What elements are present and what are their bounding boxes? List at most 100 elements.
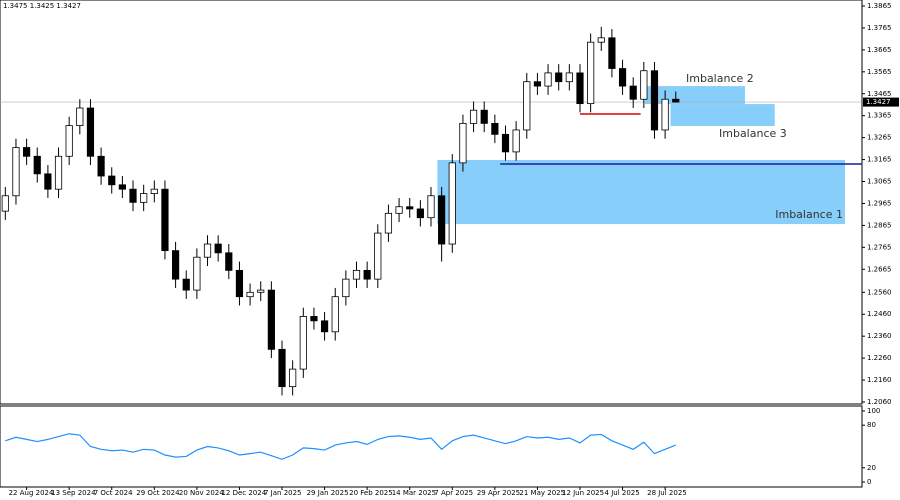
candle-body (161, 188, 169, 252)
candle-body (86, 107, 95, 157)
candle-body (576, 72, 584, 105)
candle-body (1, 195, 9, 212)
candle-body (65, 125, 73, 157)
candle-body (672, 98, 680, 103)
candle-body (544, 72, 552, 87)
candle-body (342, 278, 350, 298)
candle-body (214, 243, 222, 254)
candle-body (289, 368, 297, 388)
imbalance-zone (670, 104, 775, 127)
x-tick-label: 28 Jul 2025 (647, 489, 687, 497)
zone-label: Imbalance 1 (775, 208, 843, 221)
candle-body (384, 212, 393, 234)
candle-body (448, 162, 456, 245)
candle-body (629, 85, 637, 100)
candle-body (523, 81, 531, 131)
candle-body (76, 107, 84, 126)
candle-body (331, 296, 339, 333)
oscillator-line (5, 433, 676, 460)
x-tick-label: 29 Jan 2025 (307, 489, 349, 497)
candle-body (406, 206, 414, 210)
candle-body (54, 155, 63, 190)
header: 1.3475 1.3425 1.3427 (3, 2, 81, 10)
x-tick-label: 13 Sep 2024 (51, 489, 96, 497)
y-tick-label: 80 (867, 421, 876, 429)
current-price-box (863, 97, 899, 107)
candle-body (459, 122, 467, 164)
candle-body (650, 70, 659, 131)
x-tick-label: 12 Dec 2024 (221, 489, 266, 497)
candle-body (257, 289, 265, 293)
candle-body (533, 81, 542, 87)
y-tick-label: 1.2665 (867, 265, 892, 273)
candle-body (438, 195, 446, 245)
candle-body (618, 68, 627, 87)
candle-body (235, 269, 244, 298)
candle-body (608, 37, 616, 69)
y-tick-label: 1.3365 (867, 112, 892, 120)
y-tick-label: 1.2865 (867, 221, 892, 229)
candle-body (597, 37, 605, 43)
y-tick-label: 1.2060 (867, 398, 892, 406)
candle-body (427, 195, 435, 219)
candle-body (374, 232, 382, 280)
candle-body (278, 348, 286, 388)
candle-body (182, 278, 190, 291)
candle-body (555, 72, 563, 83)
candle-body (171, 250, 180, 280)
x-tick-label: 12 Jun 2025 (562, 489, 604, 497)
y-tick-label: 1.3065 (867, 178, 892, 186)
x-tick-label: 7 Jan 2025 (264, 489, 302, 497)
candle-body (33, 155, 41, 175)
candle-body (395, 206, 403, 214)
candle-body (267, 289, 275, 350)
candle-body (310, 316, 318, 322)
y-tick-label: 1.3665 (867, 46, 892, 54)
candle-body (512, 129, 520, 153)
candle-body (640, 70, 648, 100)
candle-body (501, 133, 510, 153)
y-tick-label: 1.2260 (867, 354, 892, 362)
y-tick-label: 1.3165 (867, 156, 892, 164)
x-tick-label: 4 Jul 2025 (605, 489, 640, 497)
y-tick-label: 100 (867, 407, 880, 415)
candle-body (491, 122, 499, 135)
y-tick-label: 1.2460 (867, 310, 892, 318)
y-tick-label: 1.2765 (867, 243, 892, 251)
candle-body (150, 188, 158, 194)
indicator-panel (0, 405, 863, 488)
y-tick-label: 1.3265 (867, 134, 892, 142)
x-tick-label: 22 Aug 2024 (9, 489, 54, 497)
candle-body (469, 109, 478, 124)
y-tick-label: 1.2965 (867, 199, 892, 207)
candle-body (118, 184, 126, 190)
candle-body (44, 173, 52, 190)
candle-body (565, 72, 573, 83)
x-tick-label: 7 Apr 2025 (434, 489, 473, 497)
candle-body (203, 243, 212, 258)
candle-body (352, 269, 361, 280)
y-tick-label: 1.3465 (867, 90, 892, 98)
x-tick-label: 21 May 2025 (519, 489, 565, 497)
candle-body (140, 193, 148, 203)
y-tick-label: 0 (867, 478, 871, 486)
x-tick-label: 7 Oct 2024 (94, 489, 133, 497)
x-tick-label: 14 Mar 2025 (392, 489, 436, 497)
x-tick-label: 29 Apr 2025 (477, 489, 520, 497)
candle-body (246, 291, 254, 298)
imbalance-zone (644, 86, 745, 105)
candle-body (320, 320, 329, 333)
imbalance-zone (437, 160, 845, 225)
candle-body (363, 269, 371, 280)
x-tick-label: 20 Nov 2024 (179, 489, 224, 497)
candle-body (129, 188, 137, 203)
y-tick-label: 20 (867, 464, 876, 472)
x-tick-label: 20 Feb 2025 (349, 489, 393, 497)
y-tick-label: 1.3565 (867, 68, 892, 76)
y-tick-label: 1.2560 (867, 288, 892, 296)
zone-label: Imbalance 3 (719, 127, 787, 140)
current-price-label: 1.3427 (866, 98, 891, 106)
candle-body (12, 147, 20, 197)
candle-body (108, 175, 116, 186)
